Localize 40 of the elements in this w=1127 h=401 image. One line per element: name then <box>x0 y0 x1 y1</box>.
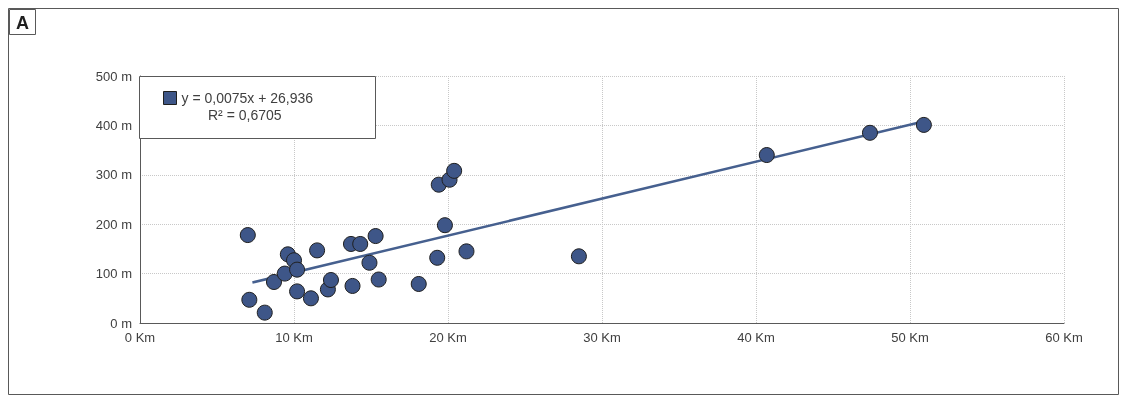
point <box>239 227 256 244</box>
chart-title: A <box>16 13 29 33</box>
point <box>446 162 463 179</box>
point <box>266 274 282 290</box>
point <box>322 272 339 289</box>
point <box>861 124 878 141</box>
x-tick-label: 10 Km <box>275 330 313 345</box>
point <box>256 304 273 321</box>
annotation: R² = 0,6705 <box>208 107 282 123</box>
point <box>309 242 326 259</box>
point <box>758 147 775 164</box>
point <box>458 243 475 260</box>
x-tick-label: 40 Km <box>737 330 775 345</box>
point <box>289 283 306 300</box>
point <box>570 248 587 265</box>
point <box>410 275 427 292</box>
x-tick-label: 60 Km <box>1045 330 1083 345</box>
y-tick-label: 500 m <box>95 68 132 84</box>
point <box>289 261 306 278</box>
y-tick-label: 100 m <box>95 266 132 282</box>
point <box>352 235 369 252</box>
point <box>370 271 387 288</box>
y-tick-label: 400 m <box>95 117 132 133</box>
x-tick-label: 0 Km <box>124 330 156 345</box>
point <box>429 249 446 266</box>
y-tick-label: 0 m <box>110 315 132 331</box>
x-tick-label: 50 Km <box>891 330 929 345</box>
point <box>367 228 384 245</box>
y-tick-label: 300 m <box>95 167 132 183</box>
point <box>361 254 378 271</box>
point <box>436 217 453 234</box>
y-tick-label: 200 m <box>95 216 132 232</box>
point <box>276 265 293 282</box>
point <box>344 277 361 294</box>
point <box>241 291 258 308</box>
x-tick-label: 30 Km <box>583 330 621 345</box>
point <box>915 116 932 133</box>
x-tick-label: 20 Km <box>429 330 467 345</box>
point <box>302 290 319 307</box>
legend-label: y = 0,0075x + 26,936 <box>181 90 314 106</box>
